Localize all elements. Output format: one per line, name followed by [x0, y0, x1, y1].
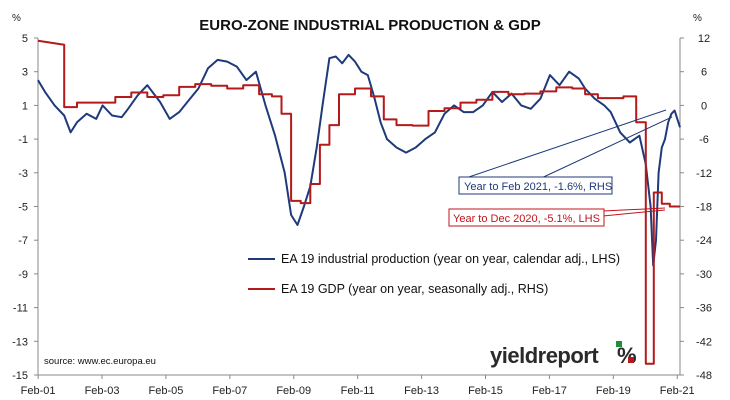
- x-tick-label: Feb-05: [149, 385, 184, 397]
- left-tick-label: -11: [13, 303, 28, 315]
- left-axis-unit: %: [12, 13, 21, 24]
- right-tick-label: -6: [699, 134, 709, 146]
- right-tick-label: -36: [696, 303, 712, 315]
- logo-wordmark: yieldreport: [490, 343, 599, 368]
- x-tick-label: Feb-03: [85, 385, 120, 397]
- series-line-gdp: [37, 39, 680, 365]
- x-tick-label: Feb-19: [596, 385, 631, 397]
- x-ticks: Feb-01 Feb-03 Feb-05 Feb-07 Feb-09 Feb-11 Feb-…: [21, 375, 695, 397]
- yieldreport-logo: yieldreport %: [490, 341, 637, 368]
- x-tick-label: Feb-09: [276, 385, 311, 397]
- annotation-ip-text: Year to Feb 2021, -1.6%, RHS: [464, 181, 612, 193]
- left-tick-label: -13: [12, 336, 28, 348]
- logo-red-square-icon: [628, 357, 634, 363]
- annotation-gdp-leader: [602, 207, 666, 212]
- left-tick-label: 1: [22, 100, 28, 112]
- annotation-gdp-text: Year to Dec 2020, -5.1%, LHS: [453, 213, 600, 225]
- right-tick-label: -48: [696, 370, 712, 382]
- legend: EA 19 industrial production (year on yea…: [248, 252, 620, 296]
- left-tick-label: -7: [18, 235, 28, 247]
- source-note: source: www.ec.europa.eu: [44, 356, 156, 367]
- left-tick-label: -3: [18, 168, 28, 180]
- x-tick-label: Feb-17: [532, 385, 567, 397]
- x-tick-label: Feb-13: [404, 385, 439, 397]
- left-y-ticks: 5 3 1 -1 -3 -5 -7 -9 -11 -13 -15: [12, 33, 38, 382]
- x-tick-label: Feb-21: [660, 385, 695, 397]
- annotation-ip-leader: [534, 116, 673, 182]
- annotation-gdp-leader-2: [602, 209, 666, 217]
- x-tick-label: Feb-07: [212, 385, 247, 397]
- right-tick-label: -42: [696, 336, 712, 348]
- logo-green-square-icon: [616, 341, 622, 347]
- right-tick-label: 12: [698, 33, 710, 45]
- left-tick-label: -9: [18, 269, 28, 281]
- annotation-ip-box: [458, 176, 613, 195]
- x-tick-label: Feb-15: [468, 385, 503, 397]
- right-tick-label: -30: [696, 269, 712, 281]
- left-tick-label: 3: [22, 67, 28, 79]
- right-axis-unit: %: [693, 13, 702, 24]
- legend-label-gdp: EA 19 GDP (year on year, seasonally adj.…: [281, 282, 548, 296]
- annotation-gdp: Year to Dec 2020, -5.1%, LHS: [448, 207, 666, 227]
- right-tick-label: -12: [696, 168, 712, 180]
- annotation-ip-leader-2: [459, 109, 667, 181]
- annotation-gdp-box: [448, 208, 605, 227]
- right-y-ticks: 12 6 0 -6 -12 -18 -24 -30 -36 -42 -48: [680, 33, 712, 382]
- right-tick-label: -18: [696, 202, 712, 214]
- left-tick-label: 5: [22, 33, 28, 45]
- right-tick-label: 0: [701, 100, 707, 112]
- annotation-ip: Year to Feb 2021, -1.6%, RHS: [458, 109, 673, 195]
- left-tick-label: -1: [18, 134, 28, 146]
- left-tick-label: -15: [12, 370, 28, 382]
- x-tick-label: Feb-01: [21, 385, 56, 397]
- left-tick-label: -5: [18, 202, 28, 214]
- x-tick-label: Feb-11: [341, 385, 375, 397]
- series-layer: [37, 39, 681, 365]
- right-tick-label: 6: [701, 67, 707, 79]
- series-line-industrial-production: [37, 53, 681, 267]
- chart-title: EURO-ZONE INDUSTRIAL PRODUCTION & GDP: [199, 17, 540, 34]
- legend-label-ip: EA 19 industrial production (year on yea…: [281, 252, 620, 266]
- right-tick-label: -24: [696, 235, 712, 247]
